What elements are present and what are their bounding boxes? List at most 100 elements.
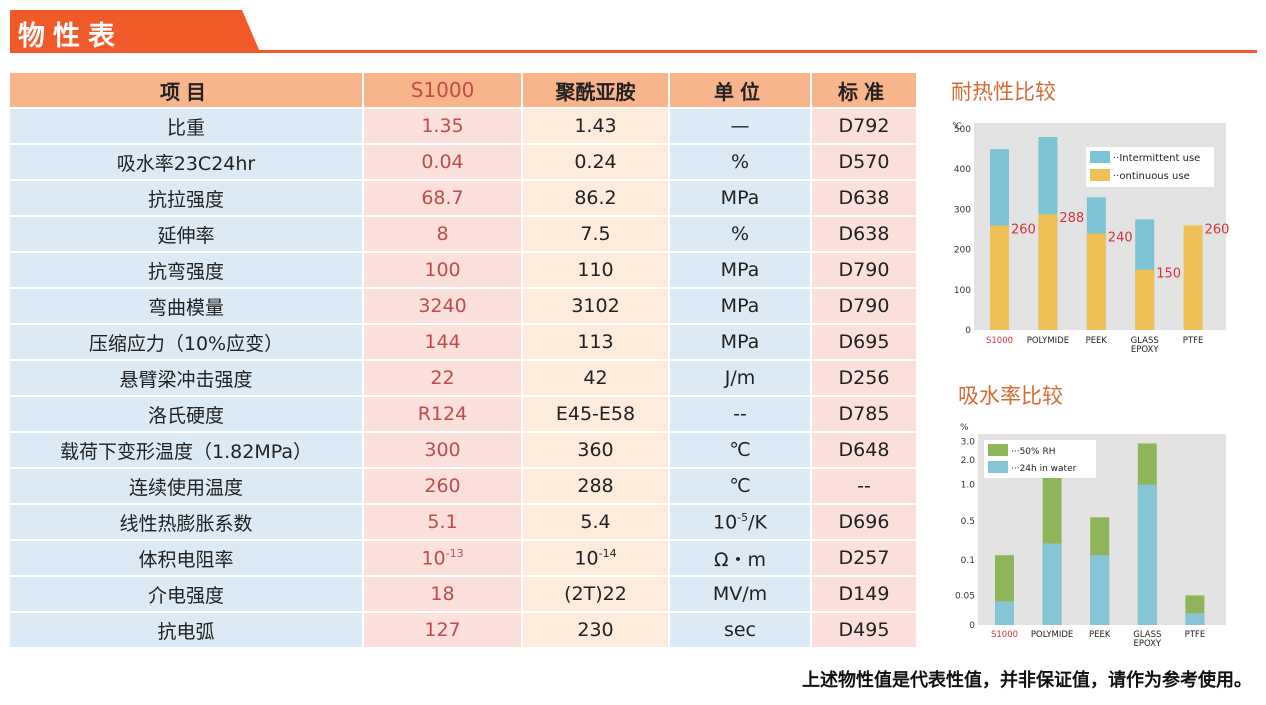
- cell-unit: --: [670, 397, 810, 431]
- col-header-polyimide: 聚酰亚胺: [523, 73, 668, 107]
- cell-unit: MPa: [670, 253, 810, 287]
- table-row: 体积电阻率 10-13 10-14 Ω・m D257: [10, 541, 916, 575]
- heat-resistance-chart: ℃ 0 100 200 300 400 500 260 S1000 288 POLYMIDE 240 P…: [952, 122, 1230, 355]
- col-header-unit: 单位: [670, 73, 810, 107]
- cell-polyimide: (2T)22: [523, 577, 668, 611]
- cell-standard: D257: [812, 541, 916, 575]
- x-tick-label: GLASS: [1133, 630, 1161, 640]
- x-tick-label: EPOXY: [1131, 345, 1159, 355]
- cell-s1000: 5.1: [364, 505, 521, 539]
- cell-unit: MV/m: [670, 577, 810, 611]
- cell-s1000: 8: [364, 217, 521, 251]
- cell-polyimide: 288: [523, 469, 668, 503]
- cell-item: 连续使用温度: [10, 469, 362, 503]
- cell-s1000: 300: [364, 433, 521, 467]
- cell-standard: D638: [812, 217, 916, 251]
- cell-unit: Ω・m: [670, 541, 810, 575]
- x-tick-label: EPOXY: [1133, 639, 1161, 649]
- table-row: 连续使用温度 260 288 ℃ --: [10, 469, 916, 503]
- cell-unit: ℃: [670, 469, 810, 503]
- table-row: 弯曲模量 3240 3102 MPa D790: [10, 289, 916, 323]
- bar-continuous: [1183, 225, 1203, 330]
- legend-swatch: [988, 444, 1008, 456]
- cell-polyimide: 10-14: [523, 541, 668, 575]
- cell-item: 悬臂梁冲击强度: [10, 361, 362, 395]
- table-row: 抗拉强度 68.7 86.2 MPa D638: [10, 181, 916, 215]
- data-label: 260: [1205, 222, 1230, 237]
- bar-continuous: [1038, 214, 1058, 330]
- cell-unit: MPa: [670, 325, 810, 359]
- cell-standard: D570: [812, 145, 916, 179]
- y-tick-label: 3.0: [961, 438, 976, 448]
- table-header-row: 项目 S1000 聚酰亚胺 单位 标准: [10, 73, 916, 107]
- cell-unit: ℃: [670, 433, 810, 467]
- y-tick-label: 300: [954, 205, 971, 215]
- cell-standard: D696: [812, 505, 916, 539]
- table-row: 比重 1.35 1.43— D792: [10, 109, 916, 143]
- cell-item: 压缩应力（10%应变）: [10, 325, 362, 359]
- cell-standard: D256: [812, 361, 916, 395]
- x-tick-label: S1000: [991, 630, 1018, 640]
- x-tick-label: POLYMIDE: [1027, 336, 1069, 346]
- cell-polyimide: 110: [523, 253, 668, 287]
- x-tick-label: GLASS: [1131, 336, 1159, 346]
- cell-unit: —: [670, 109, 810, 143]
- legend-label: ··Intermittent use: [1113, 153, 1200, 164]
- cell-standard: D790: [812, 289, 916, 323]
- cell-s1000: 260: [364, 469, 521, 503]
- bar-continuous: [1135, 269, 1155, 330]
- cell-polyimide: 230: [523, 613, 668, 647]
- cell-standard: D149: [812, 577, 916, 611]
- table-row: 线性热膨胀系数 5.1 5.4 10-5/K D696: [10, 505, 916, 539]
- cell-unit: %: [670, 217, 810, 251]
- x-tick-label: PEEK: [1086, 336, 1108, 346]
- cell-unit: MPa: [670, 181, 810, 215]
- table-row: 介电强度 18 (2T)22 MV/m D149: [10, 577, 916, 611]
- cell-unit: sec: [670, 613, 810, 647]
- sci-base: 10: [574, 547, 599, 570]
- cell-s1000: 68.7: [364, 181, 521, 215]
- sci-exp: -14: [598, 546, 617, 560]
- x-tick-label: POLYMIDE: [1031, 630, 1073, 640]
- bar-continuous: [1086, 233, 1106, 330]
- cell-unit: %: [670, 145, 810, 179]
- cell-s1000: 127: [364, 613, 521, 647]
- cell-polyimide: 5.4: [523, 505, 668, 539]
- cell-item: 载荷下变形温度（1.82MPa）: [10, 433, 362, 467]
- cell-item: 延伸率: [10, 217, 362, 251]
- heat-chart-title: 耐热性比较: [951, 80, 1056, 104]
- table-row: 压缩应力（10%应变） 144 113 MPa D695: [10, 325, 916, 359]
- y-tick-label: 200: [954, 246, 971, 256]
- table-row: 延伸率 8 7.5% D638: [10, 217, 916, 251]
- footnote: 上述物性值是代表性值，并非保证值，请作为参考使用。: [802, 670, 1252, 691]
- cell-unit: J/m: [670, 361, 810, 395]
- table-row: 洛氏硬度 R124 E45-E58 -- D785: [10, 397, 916, 431]
- cell-s1000: 1.35: [364, 109, 521, 143]
- cell-polyimide: 3102: [523, 289, 668, 323]
- cell-item: 体积电阻率: [10, 541, 362, 575]
- sci-base: 10: [421, 547, 446, 570]
- table-row: 抗弯强度 100 110 MPa D790: [10, 253, 916, 287]
- header-divider: [10, 50, 1257, 53]
- legend-swatch: [1090, 169, 1110, 181]
- x-tick-label: PTFE: [1183, 336, 1204, 346]
- data-label: 150: [1156, 267, 1181, 282]
- data-label: 288: [1059, 211, 1084, 226]
- sci-exp: -13: [445, 546, 464, 560]
- legend-label: ···50% RH: [1011, 447, 1055, 457]
- unit-tail: /K: [748, 511, 768, 534]
- header-banner: [10, 10, 260, 52]
- cell-s1000: 144: [364, 325, 521, 359]
- cell-item: 吸水率23C24hr: [10, 145, 362, 179]
- y-tick-label: 0.5: [961, 517, 975, 527]
- y-tick-label: 0.05: [955, 591, 975, 601]
- x-tick-label: PEEK: [1089, 630, 1111, 640]
- cell-s1000: 3240: [364, 289, 521, 323]
- y-tick-label: 500: [954, 125, 971, 135]
- cell-s1000: 100: [364, 253, 521, 287]
- table-row: 载荷下变形温度（1.82MPa） 300 360 ℃ D648: [10, 433, 916, 467]
- cell-polyimide: 1.43: [523, 109, 668, 143]
- cell-polyimide: 7.5: [523, 217, 668, 251]
- unit-exp: -5: [737, 510, 749, 524]
- cell-item: 比重: [10, 109, 362, 143]
